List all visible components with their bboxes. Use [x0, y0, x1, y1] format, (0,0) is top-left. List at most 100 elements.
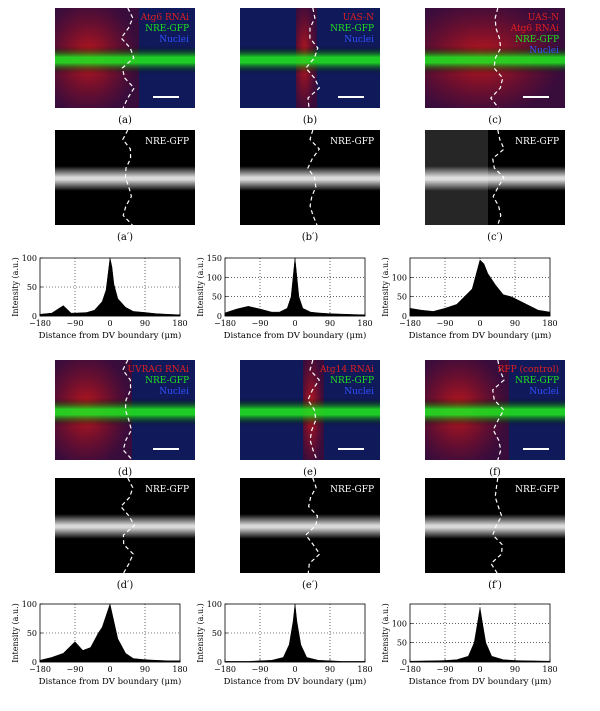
grayscale-panel-a1: NRE-GFP	[55, 129, 195, 226]
scale-bar	[523, 96, 549, 98]
dv-boundary-line	[305, 7, 321, 109]
y-tick-label: 100	[22, 600, 37, 609]
panel-label: (a)	[118, 115, 132, 126]
y-tick-label: 50	[27, 629, 37, 638]
y-tick-label: 50	[212, 629, 222, 638]
x-tick-label: 90	[325, 319, 335, 328]
panel-label: (f′)	[488, 580, 502, 591]
y-axis-label: Intensity (a.u.)	[381, 257, 390, 317]
x-tick-label: 180	[172, 319, 187, 328]
channel-label: Nuclei	[159, 387, 189, 397]
x-axis-label: Distance from DV boundary (μm)	[39, 676, 182, 687]
x-tick-label: −90	[437, 665, 454, 674]
x-tick-label: 90	[325, 665, 335, 674]
panel-label: (a′)	[117, 232, 133, 243]
channel-label: Atg6 RNAi	[510, 24, 559, 34]
x-tick-label: 180	[357, 319, 372, 328]
dv-boundary-line	[492, 129, 505, 226]
channel-label: UAS-N	[528, 13, 559, 23]
x-axis-label: Distance from DV boundary (μm)	[409, 330, 552, 341]
x-tick-label: −90	[252, 319, 269, 328]
x-tick-label: 90	[510, 319, 520, 328]
channel-label: RFP (control)	[498, 364, 559, 375]
grayscale-panel-b1: NRE-GFP	[240, 129, 380, 226]
channel-label: NRE-GFP	[515, 485, 559, 495]
dv-boundary-line	[122, 129, 133, 226]
channel-label: NRE-GFP	[330, 24, 374, 34]
y-tick-label: 0	[217, 312, 222, 321]
x-tick-label: −180	[214, 319, 236, 328]
channel-label: Atg6 RNAi	[140, 13, 189, 23]
x-tick-label: −90	[252, 665, 269, 674]
channel-label: NRE-GFP	[145, 376, 189, 386]
channel-label: NRE-GFP	[515, 35, 559, 45]
intensity-chart-2: −180 −90 0 90 180 0 50 100 Distance from DV boun…	[381, 257, 558, 341]
y-tick-label: 0	[32, 658, 37, 667]
intensity-profile	[409, 259, 551, 317]
intensity-chart-3: −180 −90 0 90 180 0 50 100 Distance from DV boun…	[11, 600, 188, 687]
y-axis-label: Intensity (a.u.)	[11, 257, 20, 317]
channel-label: Nuclei	[159, 35, 189, 45]
dv-boundary-line	[120, 7, 135, 109]
scale-bar	[153, 448, 179, 450]
grayscale-panel-f1: NRE-GFP	[425, 477, 565, 574]
x-tick-label: −180	[29, 665, 51, 674]
y-tick-label: 100	[22, 254, 37, 263]
x-tick-label: −90	[437, 319, 454, 328]
dv-boundary-line	[492, 359, 505, 461]
y-tick-label: 0	[402, 658, 407, 667]
dv-boundary-line	[307, 359, 321, 461]
x-tick-label: −180	[399, 665, 421, 674]
intensity-chart-5: −180 −90 0 90 180 0 50 100 Distance from DV boun…	[381, 603, 558, 687]
y-tick-label: 100	[392, 273, 407, 282]
y-axis-label: Intensity (a.u.)	[196, 603, 205, 663]
scale-bar	[338, 96, 364, 98]
y-tick-label: 50	[397, 293, 407, 302]
panel-label: (b′)	[302, 232, 319, 243]
dv-boundary-line	[307, 129, 321, 226]
scale-bar	[338, 448, 364, 450]
grayscale-panel-e1: NRE-GFP	[240, 477, 380, 574]
channel-label: NRE-GFP	[330, 485, 374, 495]
panel-label: (e′)	[302, 580, 318, 591]
channel-label: NRE-GFP	[145, 137, 189, 147]
x-tick-label: −180	[29, 319, 51, 328]
y-tick-label: 100	[207, 273, 222, 282]
channel-label: NRE-GFP	[330, 137, 374, 147]
y-tick-label: 0	[402, 312, 407, 321]
panel-label: (b)	[303, 115, 317, 126]
channel-label: NRE-GFP	[515, 376, 559, 386]
intensity-chart-4: −180 −90 0 90 180 0 50 100 Distance from DV boun…	[196, 600, 373, 687]
x-tick-label: −90	[67, 319, 84, 328]
intensity-chart-0: −180 −90 0 90 180 0 50 100 Distance from DV boun…	[11, 254, 188, 341]
x-axis-label: Distance from DV boundary (μm)	[409, 676, 552, 687]
grayscale-panel-d1: NRE-GFP	[55, 477, 195, 574]
intensity-chart-1: −180 −90 0 90 180 0 50 100 150 Distance from DV b…	[196, 254, 373, 341]
intensity-profile	[39, 603, 181, 663]
intensity-profile	[224, 257, 366, 317]
x-axis-label: Distance from DV boundary (μm)	[224, 330, 367, 341]
x-tick-label: 0	[292, 319, 297, 328]
panel-label: (c′)	[487, 232, 503, 243]
dv-boundary-line	[304, 477, 321, 574]
x-tick-label: 180	[357, 665, 372, 674]
x-tick-label: 0	[107, 319, 112, 328]
x-axis-label: Distance from DV boundary (μm)	[39, 330, 182, 341]
intensity-profile	[409, 607, 551, 663]
x-tick-label: −180	[399, 319, 421, 328]
scale-bar	[523, 448, 549, 450]
y-tick-label: 100	[207, 600, 222, 609]
y-tick-label: 150	[207, 254, 222, 263]
panel-label: (d)	[118, 467, 132, 478]
panel-label: (d′)	[117, 580, 134, 591]
x-tick-label: 90	[510, 665, 520, 674]
x-tick-label: 0	[477, 319, 482, 328]
y-tick-label: 50	[397, 639, 407, 648]
dv-boundary-line	[119, 477, 136, 574]
x-tick-label: 0	[477, 665, 482, 674]
